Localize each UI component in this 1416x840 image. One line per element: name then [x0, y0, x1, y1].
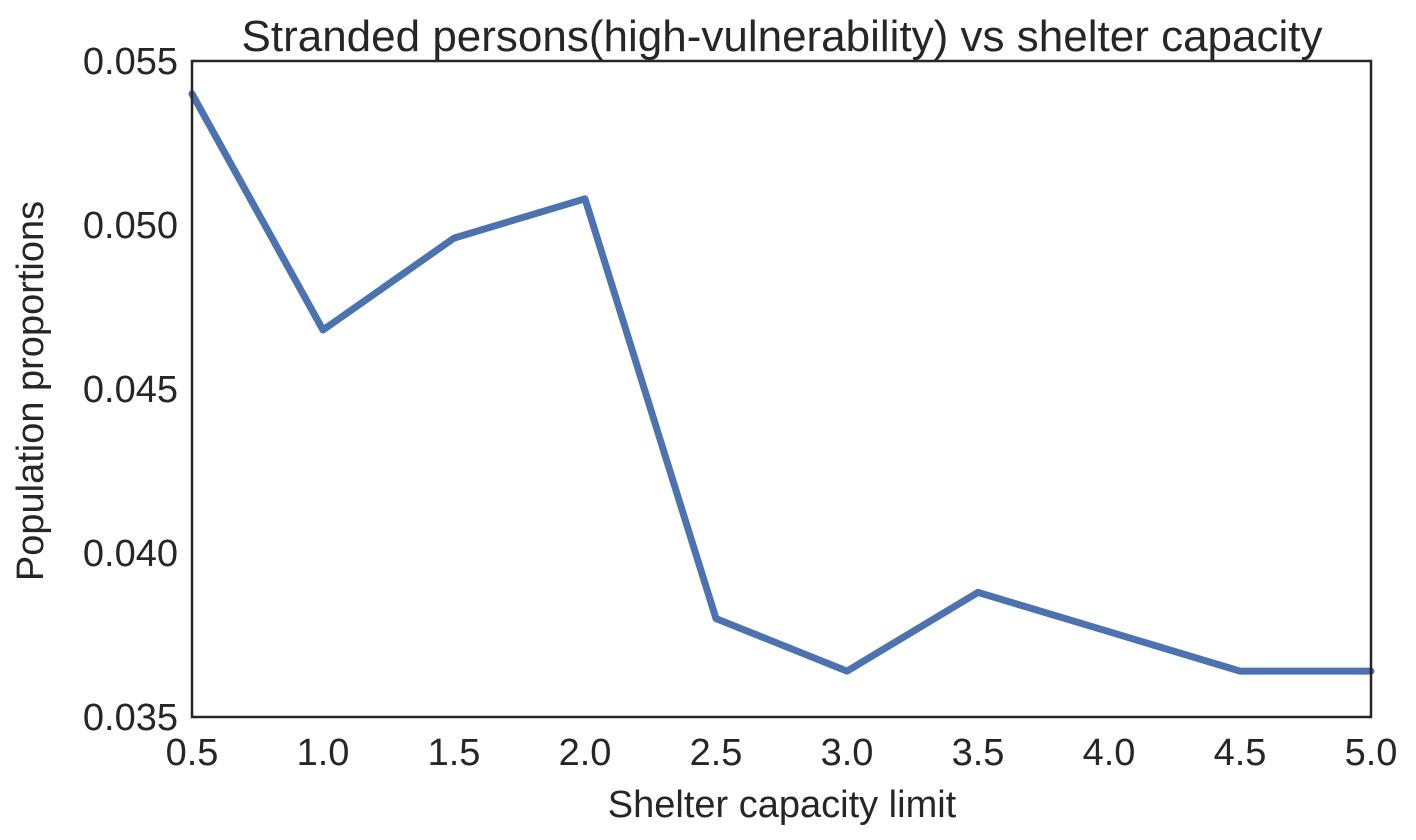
x-tick-label: 1.5 — [428, 732, 481, 774]
y-tick-label: 0.035 — [83, 697, 178, 739]
x-tick-label: 2.0 — [559, 732, 612, 774]
x-tick-label: 3.0 — [821, 732, 874, 774]
y-tick-label: 0.045 — [83, 369, 178, 411]
x-tick-label: 3.5 — [952, 732, 1005, 774]
x-tick-label: 0.5 — [166, 732, 219, 774]
chart-title: Stranded persons(high-vulnerability) vs … — [242, 12, 1323, 61]
plot-frame — [190, 59, 1373, 719]
x-tick-label: 4.5 — [1214, 732, 1267, 774]
y-axis-label: Population proportions — [10, 201, 52, 581]
y-tick-label: 0.040 — [83, 533, 178, 575]
y-tick-label: 0.055 — [83, 41, 178, 83]
x-axis-label: Shelter capacity limit — [608, 784, 957, 826]
x-tick-label: 1.0 — [297, 732, 350, 774]
x-tick-label: 4.0 — [1083, 732, 1136, 774]
y-tick-label: 0.050 — [83, 205, 178, 247]
x-tick-label: 5.0 — [1345, 732, 1398, 774]
x-tick-label: 2.5 — [690, 732, 743, 774]
series-line — [188, 90, 1375, 675]
